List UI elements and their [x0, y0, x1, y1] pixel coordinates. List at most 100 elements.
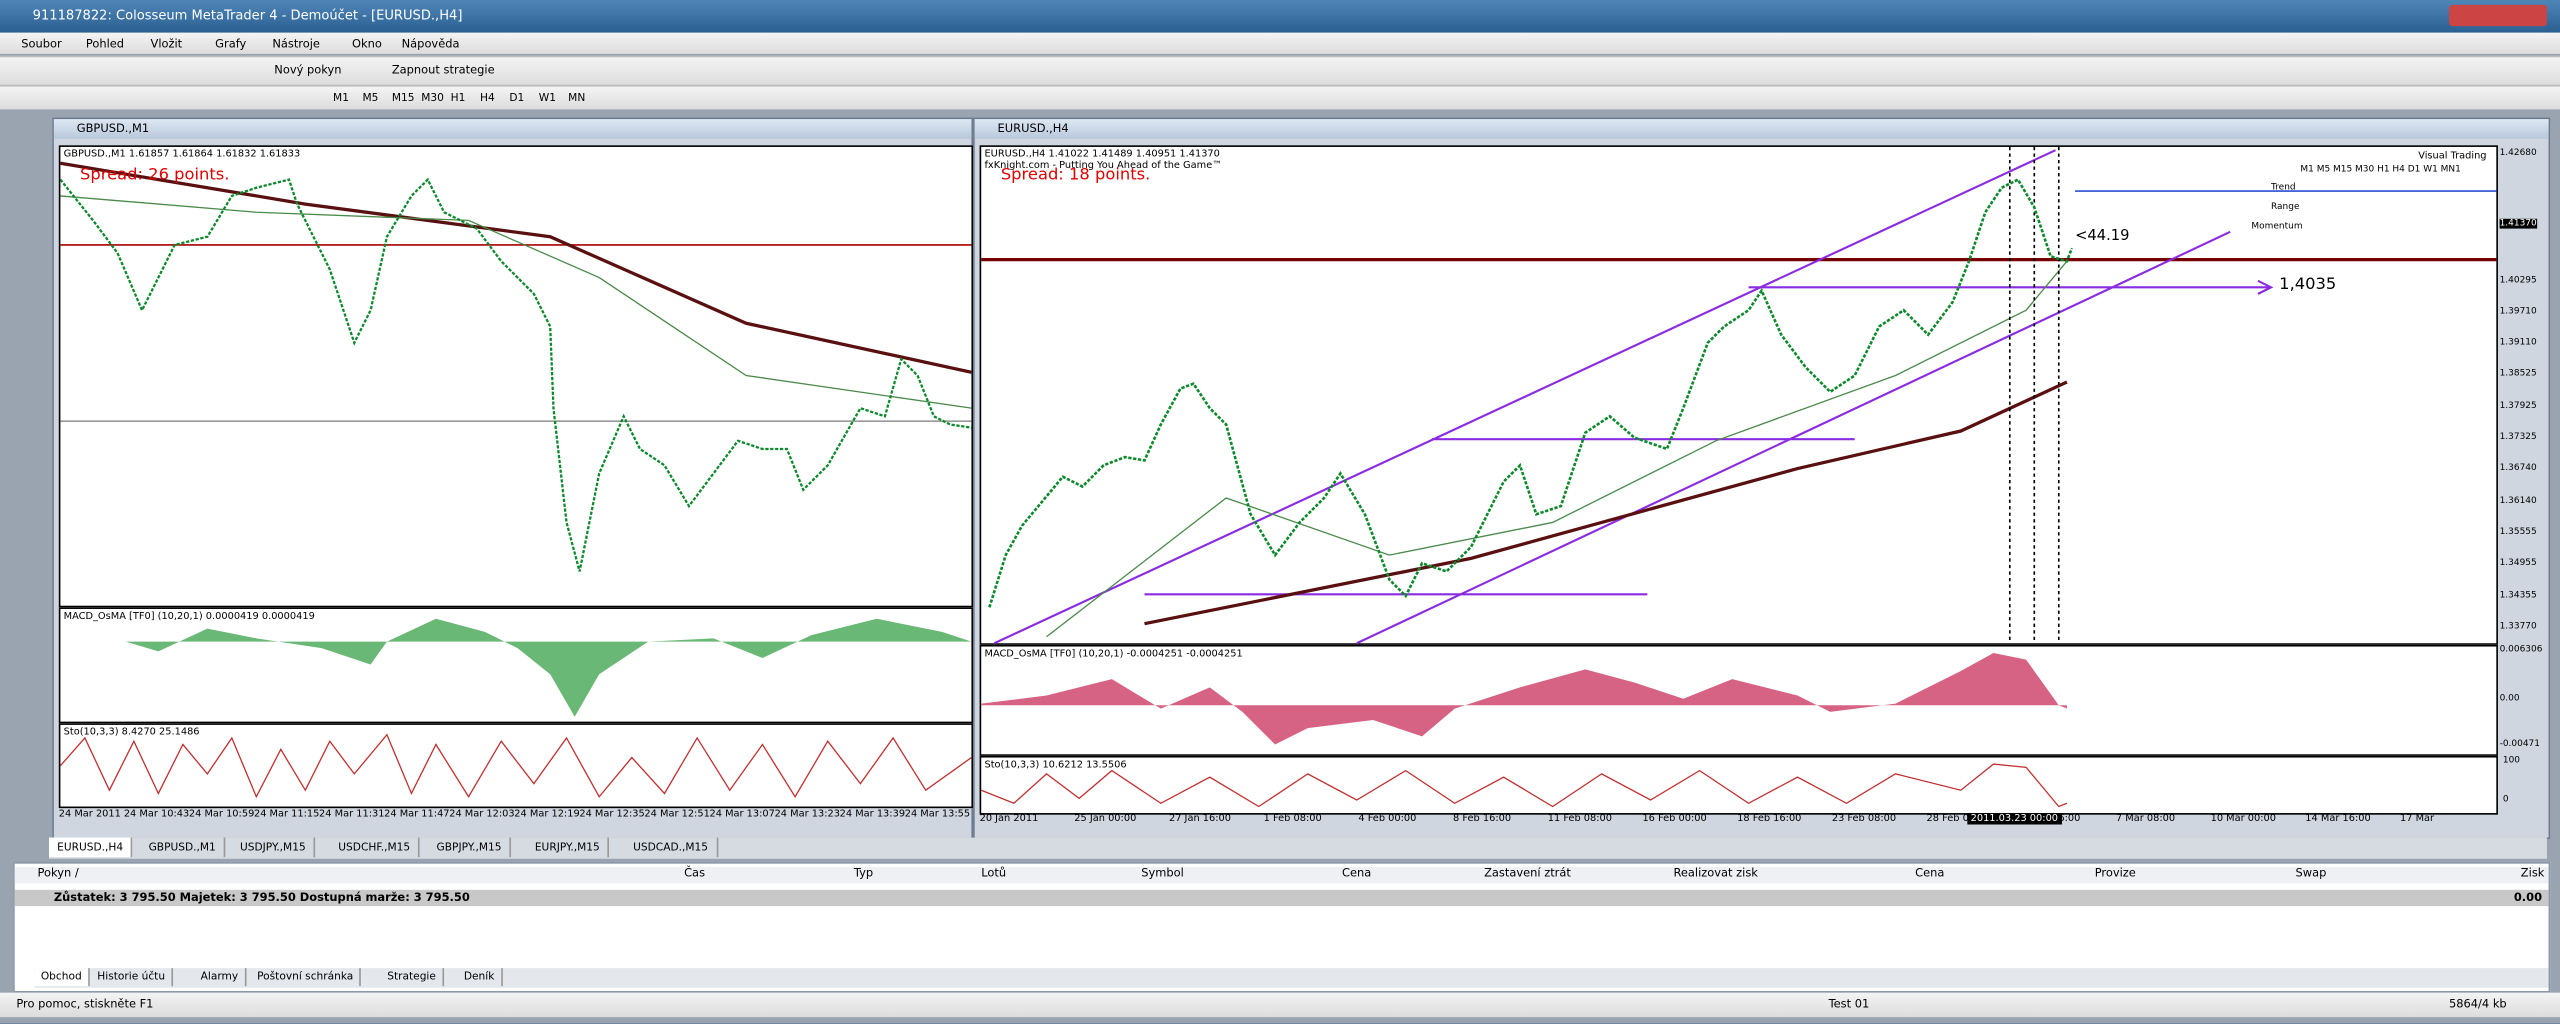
- sto-axis: 100 0: [2498, 756, 2545, 812]
- chart-tab[interactable]: USDCAD.,M15: [625, 837, 718, 858]
- time-label: 27 Jan 16:00: [1168, 813, 1232, 825]
- time-label: 28 Feb 00:00: [1926, 813, 1991, 825]
- moving-average: [60, 161, 972, 374]
- timeframe-button[interactable]: M15: [391, 91, 415, 105]
- macd-drawing: [60, 618, 972, 717]
- price-label: 1.37325: [2499, 433, 2537, 443]
- terminal-tabs: Obchod Historie účtu Alarmy Poštovní schrán…: [34, 968, 2549, 988]
- terminal-tab[interactable]: Deník: [457, 968, 503, 987]
- timeframe-button[interactable]: H4: [479, 91, 495, 105]
- timeframe-button[interactable]: M30: [421, 91, 444, 105]
- price-label: 1.36740: [2499, 464, 2537, 475]
- chart-info: EURUSD.,H4 1.41022 1.41489 1.40951 1.413…: [984, 148, 1220, 160]
- price-label: 1.42680: [2499, 148, 2537, 159]
- timeframe-button[interactable]: MN: [568, 91, 586, 105]
- column-header[interactable]: Swap: [2295, 866, 2327, 880]
- chart-tab[interactable]: USDJPY.,M15: [232, 837, 316, 858]
- timeframe-button[interactable]: D1: [509, 91, 525, 105]
- column-header[interactable]: Symbol: [1141, 866, 1184, 880]
- time-label: 23 Feb 08:00: [1831, 813, 1897, 825]
- window-title: 911187822: Colosseum MetaTrader 4 - Demo…: [32, 8, 463, 23]
- price-pane: EURUSD.,H4 1.41022 1.41489 1.40951 1.413…: [979, 145, 2498, 645]
- price-label: 1.38525: [2499, 369, 2537, 380]
- column-header[interactable]: Cena: [1915, 866, 1945, 880]
- time-label: 24 Mar 11:31: [319, 808, 385, 820]
- source-label: fxKnight.com - Putting You Ahead of the …: [984, 159, 1223, 172]
- column-header[interactable]: Typ: [853, 866, 874, 880]
- sto-drawing: [981, 763, 2068, 808]
- time-label: 24 Mar 11:47: [384, 808, 450, 820]
- time-label: 20 Jan 2011: [979, 813, 1039, 825]
- menu-item[interactable]: Nástroje: [272, 37, 320, 51]
- timeframe-button[interactable]: M5: [362, 91, 379, 105]
- time-label: 24 Mar 13:39: [839, 808, 906, 820]
- chart-window: GBPUSD.,M1 GBPUSD.,M1 1.61857 1.61864 1.…: [52, 117, 974, 840]
- sto-drawing: [60, 733, 972, 799]
- time-label: 24 Mar 13:23: [774, 808, 840, 820]
- panel-title: Visual Trading: [2418, 150, 2487, 162]
- chart-info: GBPUSD.,M1 1.61857 1.61864 1.61832 1.618…: [63, 148, 301, 160]
- cursor-time: 2011.03.23 00:00: [1967, 813, 2062, 825]
- histogram: [60, 618, 972, 717]
- price-drawing: [981, 146, 2497, 645]
- pips-label: <44.19: [2075, 228, 2130, 245]
- panel-row: Range: [2271, 202, 2300, 213]
- column-header[interactable]: Provize: [2094, 866, 2136, 880]
- column-header[interactable]: Zastavení ztrát: [1484, 866, 1571, 880]
- menu-item[interactable]: Grafy: [215, 37, 247, 51]
- time-axis: 2011.03.23 00:00 20 Jan 2011 25 Jan 00:00…: [980, 813, 2495, 829]
- terminal-tab[interactable]: Obchod: [34, 968, 90, 987]
- menu-item[interactable]: Soubor: [21, 37, 62, 51]
- sto-line: [981, 763, 2068, 808]
- terminal-header: Pokyn / Čas Typ Lotů Symbol Cena Zastavení ztr…: [14, 866, 2549, 884]
- indicator-label: Sto(10,3,3) 8.4270 25.1486: [63, 726, 200, 738]
- menu-item[interactable]: Nápověda: [401, 37, 460, 51]
- terminal-tab[interactable]: Poštovní schránka: [251, 968, 362, 987]
- terminal-tab[interactable]: Alarmy: [194, 968, 247, 987]
- menu-item[interactable]: Okno: [351, 37, 382, 51]
- timeframe-button[interactable]: M1: [333, 91, 349, 105]
- column-header[interactable]: Zisk: [2520, 866, 2545, 880]
- timeframe-button[interactable]: H1: [450, 91, 466, 105]
- chart-tab[interactable]: USDCHF.,M15: [330, 837, 420, 858]
- sto-pane: Sto(10,3,3) 8.4270 25.1486: [58, 723, 974, 809]
- price-label: 1.40295: [2499, 275, 2537, 286]
- menu-item[interactable]: Pohled: [85, 37, 125, 51]
- panel-row: Momentum: [2251, 222, 2303, 232]
- channel-line: [1356, 230, 2231, 645]
- chart-tab[interactable]: EURUSD.,H4: [48, 837, 133, 858]
- time-label: 24 Mar 12:03: [449, 808, 515, 820]
- terminal-tab[interactable]: Historie účtu: [91, 968, 174, 987]
- chart-tab[interactable]: EURJPY.,M15: [527, 837, 610, 858]
- price-label: 1.36140: [2499, 496, 2537, 506]
- price-line: [988, 177, 2074, 608]
- terminal-tab[interactable]: Strategie: [381, 968, 445, 987]
- column-header[interactable]: Realizovat zisk: [1673, 866, 1758, 880]
- sto-axis-label: 0: [2502, 795, 2509, 805]
- spread-label: Spread: 18 points.: [1000, 166, 1151, 185]
- chart-tab[interactable]: GBPJPY.,M15: [428, 837, 512, 858]
- terminal: Pokyn / Čas Typ Lotů Symbol Cena Zastavení ztr…: [13, 862, 2551, 993]
- time-label: 24 Mar 10:59: [188, 808, 255, 820]
- macd-axis-label: -0.00471: [2499, 739, 2540, 750]
- chart-tabs: EURUSD.,H4 GBPUSD.,M1 USDJPY.,M15 USDCHF.,M…: [48, 837, 2547, 859]
- column-header[interactable]: Pokyn /: [37, 866, 79, 880]
- window-controls[interactable]: [2448, 4, 2547, 27]
- macd-pane: MACD_OsMA [TF0] (10,20,1) -0.0004251 -0.…: [979, 644, 2498, 756]
- column-header[interactable]: Cena: [1342, 866, 1372, 880]
- moving-average: [1144, 380, 2068, 626]
- price-label: 1.34355: [2499, 590, 2537, 601]
- strategies-button[interactable]: Zapnout strategie: [391, 63, 495, 77]
- new-order-button[interactable]: Nový pokyn: [274, 63, 342, 77]
- column-header[interactable]: Čas: [684, 866, 706, 880]
- price-label: 1.41370: [2499, 218, 2537, 228]
- chart-tab[interactable]: GBPUSD.,M1: [140, 837, 226, 858]
- timeframe-button[interactable]: W1: [538, 91, 557, 105]
- indicator-label: Sto(10,3,3) 10.6212 13.5506: [984, 759, 1127, 771]
- time-label: 16 Feb 00:00: [1642, 813, 1707, 825]
- column-header[interactable]: Lotů: [981, 866, 1007, 880]
- menu-item[interactable]: Vložit: [150, 37, 183, 51]
- channel-line: [993, 149, 2056, 645]
- time-label: 24 Mar 12:19: [514, 808, 580, 820]
